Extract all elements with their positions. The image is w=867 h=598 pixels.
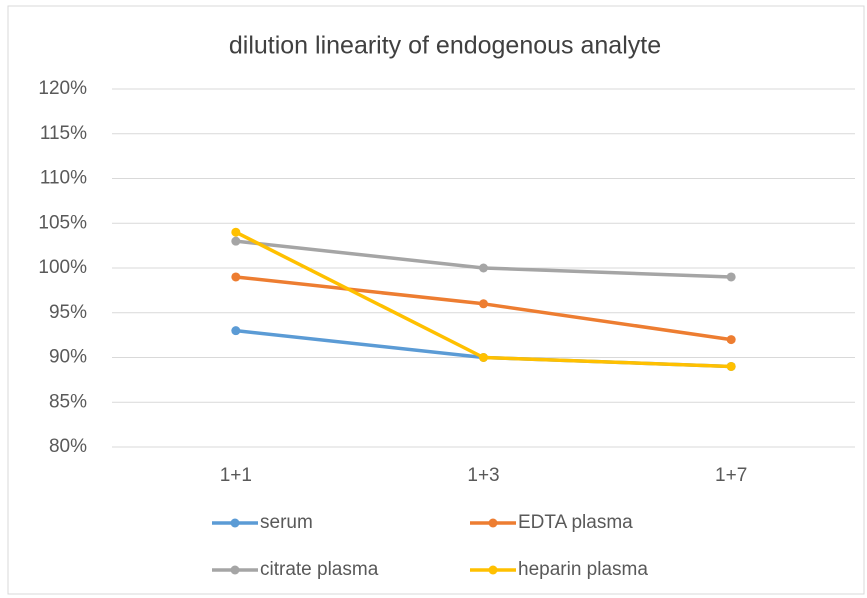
chart-title: dilution linearity of endogenous analyte — [229, 32, 661, 60]
legend-marker — [230, 565, 240, 575]
y-tick-label: 110% — [40, 168, 87, 189]
point — [479, 299, 488, 309]
y-tick-label: 100% — [38, 257, 87, 278]
legend-label: serum — [260, 512, 313, 533]
point — [479, 263, 488, 273]
legend-label: EDTA plasma — [518, 512, 633, 533]
point — [726, 361, 736, 371]
y-tick-label: 80% — [49, 436, 87, 457]
point — [231, 236, 241, 246]
y-tick-label: 90% — [49, 347, 87, 368]
y-tick-label: 120% — [38, 78, 87, 99]
x-tick-label: 1+7 — [715, 465, 747, 486]
point — [479, 353, 488, 362]
x-tick-label: 1+3 — [467, 465, 499, 486]
y-tick-label: 105% — [38, 212, 87, 233]
legend-marker — [488, 518, 498, 528]
point — [231, 272, 241, 282]
legend-label: citrate plasma — [260, 559, 379, 580]
x-tick-label: 1+1 — [220, 465, 252, 486]
y-tick-label: 115% — [40, 123, 87, 144]
legend-marker — [230, 518, 240, 528]
point — [726, 272, 736, 282]
point — [726, 335, 736, 345]
legend-label: heparin plasma — [518, 559, 648, 580]
y-tick-label: 95% — [49, 302, 87, 323]
point — [231, 227, 241, 237]
legend-marker — [488, 565, 498, 575]
point — [231, 326, 241, 336]
y-tick-label: 85% — [49, 391, 87, 412]
